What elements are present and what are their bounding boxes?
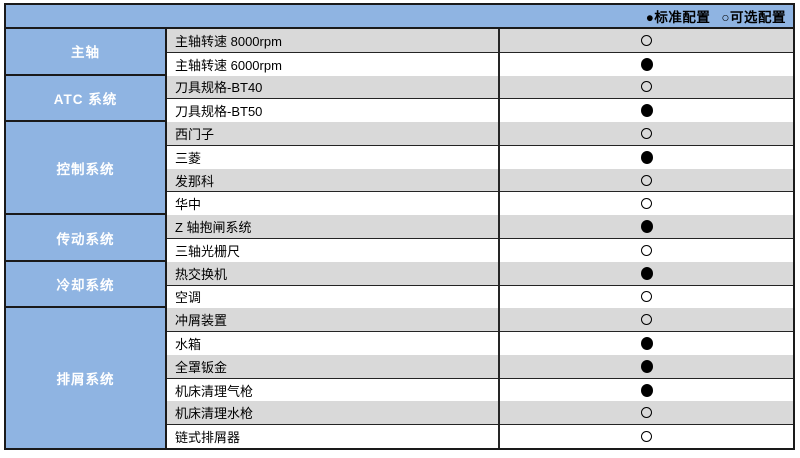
config-row: 华中	[167, 192, 793, 216]
config-value-cell	[500, 332, 793, 355]
config-value-cell	[500, 192, 793, 215]
config-row: 冲屑装置	[167, 308, 793, 333]
standard-config-dot-icon	[640, 57, 653, 71]
category-cell: 主轴	[6, 29, 167, 76]
legend-optional: ○可选配置	[721, 10, 786, 25]
optional-config-dot-icon	[641, 244, 652, 256]
config-row: 刀具规格-BT50	[167, 99, 793, 123]
config-group: 冷却系统 热交换机 空调	[6, 261, 793, 309]
config-group: 排屑系统 冲屑装置 水箱 全罩钣金 机床清理气枪 机床清理水枪 链式排屑器	[6, 308, 793, 449]
legend-standard: ●标准配置	[645, 10, 711, 25]
config-row: 西门子	[167, 122, 793, 146]
config-group: 控制系统 西门子 三菱 发那科 华中	[6, 122, 793, 216]
category-cell: ATC 系统	[6, 75, 167, 123]
config-value-cell	[500, 379, 793, 402]
config-value-cell	[500, 401, 793, 424]
config-row: 三轴光栅尺	[167, 239, 793, 262]
item-label: 三菱	[167, 145, 500, 169]
config-value-cell	[500, 146, 793, 169]
config-value-cell	[500, 99, 793, 122]
item-label: 链式排屑器	[167, 425, 500, 449]
item-label: 主轴转速 8000rpm	[167, 29, 500, 52]
standard-config-dot-icon	[640, 383, 653, 397]
standard-config-dot-icon	[640, 266, 653, 280]
item-label: Z 轴抱闸系统	[167, 215, 500, 239]
config-table: ●标准配置 ○可选配置 主轴 主轴转速 8000rpm 主轴转速 6000rpm AT…	[4, 3, 795, 450]
config-row: 全罩钣金	[167, 354, 793, 379]
item-label: 水箱	[167, 332, 500, 355]
optional-config-dot-icon	[641, 174, 652, 186]
item-label: 机床清理气枪	[167, 378, 500, 402]
group-items: 刀具规格-BT40 刀具规格-BT50	[167, 75, 793, 123]
table-body: 主轴 主轴转速 8000rpm 主轴转速 6000rpm ATC 系统 刀具规格-BT4…	[6, 29, 793, 449]
optional-config-dot-icon	[641, 81, 652, 93]
config-row: 热交换机	[167, 261, 793, 286]
item-label: 全罩钣金	[167, 354, 500, 378]
config-value-cell	[500, 262, 793, 285]
item-label: 空调	[167, 285, 500, 309]
item-label: 发那科	[167, 168, 500, 192]
config-group: 传动系统 Z 轴抱闸系统 三轴光栅尺	[6, 215, 793, 262]
group-items: 热交换机 空调	[167, 261, 793, 309]
item-label: 热交换机	[167, 261, 500, 285]
group-items: 西门子 三菱 发那科 华中	[167, 122, 793, 216]
config-value-cell	[500, 308, 793, 331]
item-label: 刀具规格-BT40	[167, 75, 500, 99]
config-value-cell	[500, 53, 793, 76]
config-value-cell	[500, 122, 793, 145]
config-row: 空调	[167, 285, 793, 309]
item-label: 西门子	[167, 122, 500, 145]
config-value-cell	[500, 169, 793, 192]
group-items: 冲屑装置 水箱 全罩钣金 机床清理气枪 机床清理水枪 链式排屑器	[167, 308, 793, 449]
standard-config-dot-icon	[640, 220, 653, 234]
config-value-cell	[500, 286, 793, 309]
config-row: 主轴转速 6000rpm	[167, 52, 793, 76]
config-row: 机床清理水枪	[167, 401, 793, 426]
table-header: ●标准配置 ○可选配置	[6, 5, 793, 29]
optional-config-dot-icon	[641, 198, 652, 210]
category-cell: 排屑系统	[6, 308, 167, 449]
optional-config-dot-icon	[641, 314, 652, 326]
optional-config-dot-icon	[641, 407, 652, 419]
config-row: 机床清理气枪	[167, 378, 793, 402]
item-label: 三轴光栅尺	[167, 239, 500, 262]
item-label: 华中	[167, 192, 500, 216]
category-cell: 传动系统	[6, 215, 167, 262]
standard-config-dot-icon	[640, 104, 653, 118]
config-row: 水箱	[167, 332, 793, 355]
config-group: ATC 系统 刀具规格-BT40 刀具规格-BT50	[6, 75, 793, 123]
group-items: 主轴转速 8000rpm 主轴转速 6000rpm	[167, 29, 793, 76]
optional-config-dot-icon	[641, 34, 652, 46]
config-row: Z 轴抱闸系统	[167, 215, 793, 240]
config-row: 主轴转速 8000rpm	[167, 29, 793, 53]
config-value-cell	[500, 29, 793, 52]
config-value-cell	[500, 76, 793, 99]
group-items: Z 轴抱闸系统 三轴光栅尺	[167, 215, 793, 262]
optional-config-dot-icon	[641, 128, 652, 140]
config-value-cell	[500, 215, 793, 238]
category-cell: 冷却系统	[6, 261, 167, 309]
item-label: 冲屑装置	[167, 308, 500, 332]
config-value-cell	[500, 355, 793, 378]
standard-config-dot-icon	[640, 359, 653, 373]
standard-config-dot-icon	[640, 337, 653, 351]
item-label: 刀具规格-BT50	[167, 99, 500, 123]
config-row: 发那科	[167, 168, 793, 193]
config-row: 刀具规格-BT40	[167, 75, 793, 100]
optional-config-dot-icon	[641, 291, 652, 303]
category-cell: 控制系统	[6, 122, 167, 216]
standard-config-dot-icon	[640, 150, 653, 164]
item-label: 主轴转速 6000rpm	[167, 52, 500, 76]
config-value-cell	[500, 425, 793, 448]
config-value-cell	[500, 239, 793, 262]
config-row: 链式排屑器	[167, 425, 793, 449]
item-label: 机床清理水枪	[167, 401, 500, 425]
config-group: 主轴 主轴转速 8000rpm 主轴转速 6000rpm	[6, 29, 793, 76]
config-row: 三菱	[167, 145, 793, 169]
optional-config-dot-icon	[641, 431, 652, 443]
